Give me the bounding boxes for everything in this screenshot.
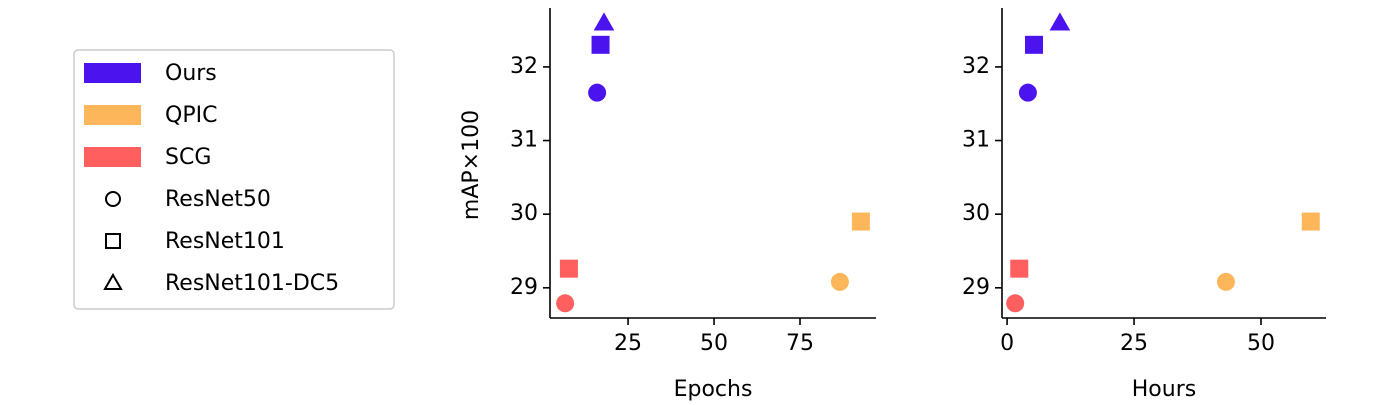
point xyxy=(1216,272,1235,291)
legend-marker xyxy=(105,233,121,249)
x-tick-label: 25 xyxy=(614,331,642,356)
legend-patch xyxy=(84,105,141,125)
point xyxy=(593,12,615,31)
legend-patch xyxy=(84,147,141,167)
y-tick-label: 31 xyxy=(510,128,538,153)
y-axis-label: mAP×100 xyxy=(459,110,484,220)
x-tick-label: 25 xyxy=(1120,331,1148,356)
legend-label: ResNet101-DC5 xyxy=(165,271,339,296)
legend-box xyxy=(73,49,395,310)
y-tick-label: 30 xyxy=(510,201,538,226)
y-tick-label: 32 xyxy=(962,54,990,79)
point xyxy=(1018,83,1037,102)
y-tick-label: 29 xyxy=(510,275,538,300)
x-tick-label: 50 xyxy=(700,331,728,356)
x-tick-label: 75 xyxy=(786,331,814,356)
y-tick-label: 32 xyxy=(510,54,538,79)
point xyxy=(559,259,578,278)
x-axis-label: Hours xyxy=(1132,377,1196,402)
point xyxy=(1049,12,1071,31)
point xyxy=(1024,35,1043,54)
legend-label: Ours xyxy=(165,61,217,86)
y-tick-label: 29 xyxy=(962,275,990,300)
legend-marker xyxy=(103,272,123,291)
point xyxy=(556,294,575,313)
x-tick-label: 50 xyxy=(1247,331,1275,356)
point xyxy=(1006,294,1025,313)
point xyxy=(830,272,849,291)
x-axis-label: Epochs xyxy=(674,377,753,402)
legend-label: ResNet101 xyxy=(165,229,285,254)
point xyxy=(591,35,610,54)
point xyxy=(851,212,870,231)
y-tick-label: 30 xyxy=(962,201,990,226)
point xyxy=(588,83,607,102)
legend-label: SCG xyxy=(165,145,211,170)
point xyxy=(1301,212,1320,231)
legend-marker xyxy=(105,191,121,207)
y-tick-label: 31 xyxy=(962,128,990,153)
legend-label: QPIC xyxy=(165,103,217,128)
legend-label: ResNet50 xyxy=(165,187,271,212)
legend-patch xyxy=(84,63,141,83)
point xyxy=(1010,259,1029,278)
x-tick-label: 0 xyxy=(1000,331,1014,356)
